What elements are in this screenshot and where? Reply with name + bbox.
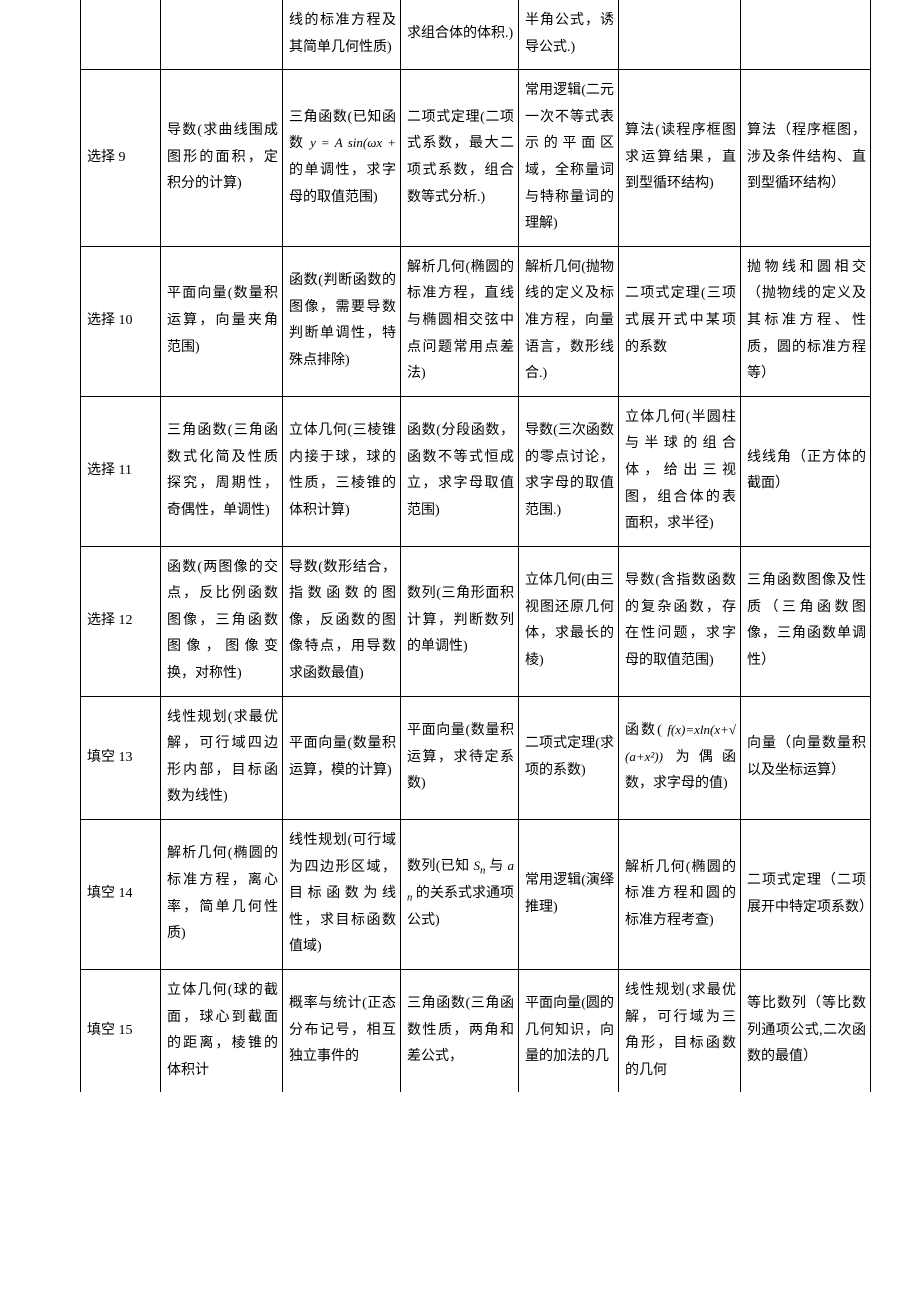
content-cell: 立体几何(半圆柱与半球的组合体，给出三视图，组合体的表面积，求半径): [619, 396, 741, 546]
content-cell: [741, 0, 871, 70]
table-row: 选择 11三角函数(三角函数式化简及性质探究，周期性，奇偶性，单调性)立体几何(…: [81, 396, 871, 546]
row-label-cell: 填空 13: [81, 696, 161, 819]
content-cell: 二项式定理(三项式展开式中某项的系数: [619, 246, 741, 396]
content-cell: 导数(数形结合，指数函数的图像，反函数的图像特点，用导数求函数最值): [283, 546, 401, 696]
table-row: 选择 10平面向量(数量积运算，向量夹角范围)函数(判断函数的图像，需要导数判断…: [81, 246, 871, 396]
content-cell: 算法（程序框图，涉及条件结构、直到型循环结构）: [741, 70, 871, 247]
content-cell: [161, 0, 283, 70]
content-cell: [619, 0, 741, 70]
content-cell: 平面向量(数量积运算，向量夹角范围): [161, 246, 283, 396]
content-cell: 二项式定理（二项展开中特定项系数）: [741, 820, 871, 970]
row-label-cell: [81, 0, 161, 70]
content-cell: 导数(含指数函数的复杂函数，存在性问题，求字母的取值范围): [619, 546, 741, 696]
content-cell: 线的标准方程及其简单几何性质): [283, 0, 401, 70]
content-cell: 二项式定理(求项的系数): [519, 696, 619, 819]
content-cell: 数列(三角形面积计算，判断数列的单调性): [401, 546, 519, 696]
content-table: 线的标准方程及其简单几何性质)求组合体的体积.)半角公式，诱导公式.)选择 9导…: [80, 0, 871, 1092]
content-cell: 三角函数图像及性质（三角函数图像，三角函数单调性）: [741, 546, 871, 696]
content-cell: 抛物线和圆相交（抛物线的定义及其标准方程、性质，圆的标准方程等）: [741, 246, 871, 396]
row-label-cell: 选择 9: [81, 70, 161, 247]
content-cell: 解析几何(椭圆的标准方程，直线与椭圆相交弦中点问题常用点差法): [401, 246, 519, 396]
row-label-cell: 选择 11: [81, 396, 161, 546]
row-label-cell: 选择 10: [81, 246, 161, 396]
row-label-cell: 填空 14: [81, 820, 161, 970]
content-cell: 求组合体的体积.): [401, 0, 519, 70]
table-row: 线的标准方程及其简单几何性质)求组合体的体积.)半角公式，诱导公式.): [81, 0, 871, 70]
content-cell: 等比数列（等比数列通项公式,二次函数的最值）: [741, 970, 871, 1093]
table-row: 填空 13线性规划(求最优解，可行域四边形内部，目标函数为线性)平面向量(数量积…: [81, 696, 871, 819]
content-cell: 解析几何(椭圆的标准方程，离心率，简单几何性质): [161, 820, 283, 970]
content-cell: 常用逻辑(二元一次不等式表示的平面区域，全称量词与特称量词的理解): [519, 70, 619, 247]
content-cell: 函数( f(x)=xln(x+√(a+x²)) 为偶函数，求字母的值): [619, 696, 741, 819]
table-row: 填空 15立体几何(球的截面，球心到截面的距离，棱锥的体积计概率与统计(正态分布…: [81, 970, 871, 1093]
content-cell: 立体几何(由三视图还原几何体，求最长的棱): [519, 546, 619, 696]
content-cell: 线性规划(求最优解，可行域四边形内部，目标函数为线性): [161, 696, 283, 819]
content-cell: 函数(分段函数，函数不等式恒成立，求字母取值范围): [401, 396, 519, 546]
content-cell: 立体几何(三棱锥内接于球，球的性质，三棱锥的体积计算): [283, 396, 401, 546]
table-row: 选择 9导数(求曲线围成图形的面积，定积分的计算)三角函数(已知函数 y = A…: [81, 70, 871, 247]
content-cell: 三角函数(三角函数性质，两角和差公式，: [401, 970, 519, 1093]
content-cell: 概率与统计(正态分布记号，相互独立事件的: [283, 970, 401, 1093]
content-cell: 二项式定理(二项式系数，最大二项式系数，组合数等式分析.): [401, 70, 519, 247]
content-cell: 平面向量(数量积运算，求待定系数): [401, 696, 519, 819]
content-cell: 导数(三次函数的零点讨论，求字母的取值范围.): [519, 396, 619, 546]
content-cell: 解析几何(抛物线的定义及标准方程，向量语言，数形线合.): [519, 246, 619, 396]
content-cell: 导数(求曲线围成图形的面积，定积分的计算): [161, 70, 283, 247]
content-cell: 线性规划(可行域为四边形区域，目标函数为线性，求目标函数值域): [283, 820, 401, 970]
content-cell: 线性规划(求最优解，可行域为三角形，目标函数的几何: [619, 970, 741, 1093]
content-cell: 常用逻辑(演绎推理): [519, 820, 619, 970]
content-cell: 半角公式，诱导公式.): [519, 0, 619, 70]
table-row: 选择 12函数(两图像的交点，反比例函数图像，三角函数图像，图像变换，对称性)导…: [81, 546, 871, 696]
content-cell: 解析几何(椭圆的标准方程和圆的标准方程考查): [619, 820, 741, 970]
content-cell: 向量（向量数量积以及坐标运算）: [741, 696, 871, 819]
row-label-cell: 填空 15: [81, 970, 161, 1093]
content-cell: 函数(两图像的交点，反比例函数图像，三角函数图像，图像变换，对称性): [161, 546, 283, 696]
page-container: 线的标准方程及其简单几何性质)求组合体的体积.)半角公式，诱导公式.)选择 9导…: [0, 0, 920, 1092]
content-cell: 三角函数(三角函数式化简及性质探究，周期性，奇偶性，单调性): [161, 396, 283, 546]
content-cell: 算法(读程序框图求运算结果，直到型循环结构): [619, 70, 741, 247]
content-cell: 平面向量(数量积运算，模的计算): [283, 696, 401, 819]
row-label-cell: 选择 12: [81, 546, 161, 696]
content-cell: 三角函数(已知函数 y = A sin(ωx + 的单调性，求字母的取值范围): [283, 70, 401, 247]
content-cell: 平面向量(圆的几何知识，向量的加法的几: [519, 970, 619, 1093]
content-cell: 立体几何(球的截面，球心到截面的距离，棱锥的体积计: [161, 970, 283, 1093]
content-cell: 线线角（正方体的截面）: [741, 396, 871, 546]
table-row: 填空 14解析几何(椭圆的标准方程，离心率，简单几何性质)线性规划(可行域为四边…: [81, 820, 871, 970]
content-cell: 数列(已知 Sn 与 an 的关系式求通项公式): [401, 820, 519, 970]
content-cell: 函数(判断函数的图像，需要导数判断单调性，特殊点排除): [283, 246, 401, 396]
